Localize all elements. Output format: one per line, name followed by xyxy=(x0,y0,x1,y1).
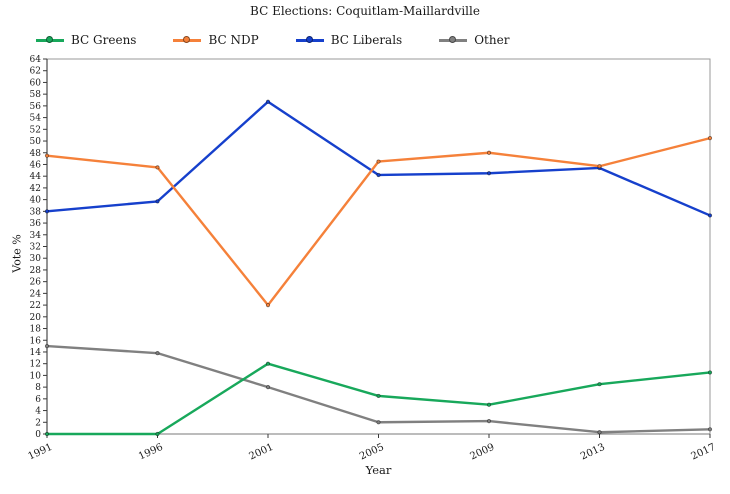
x-tick-label: 2005 xyxy=(358,442,386,463)
data-point-bc-liberals xyxy=(265,99,271,104)
data-point-bc-greens xyxy=(376,393,381,399)
data-point-other xyxy=(597,430,602,435)
data-point-other xyxy=(707,427,713,432)
y-tick-label: 40 xyxy=(30,196,42,206)
x-tick-label: 2013 xyxy=(579,442,607,463)
legend-label: BC Greens xyxy=(71,33,137,47)
data-point-bc-greens xyxy=(155,431,160,437)
y-tick-label: 10 xyxy=(30,371,42,381)
data-point-bc-ndp xyxy=(155,165,160,170)
y-tick-label: 38 xyxy=(30,207,42,217)
data-point-other xyxy=(376,420,381,425)
legend-dot-swatch xyxy=(305,35,313,43)
y-tick-label: 4 xyxy=(35,407,41,417)
legend-dot-swatch xyxy=(449,35,457,43)
y-tick-label: 18 xyxy=(30,325,42,335)
y-tick-label: 64 xyxy=(30,55,42,65)
y-tick-label: 46 xyxy=(30,160,42,170)
y-tick-label: 32 xyxy=(30,243,41,253)
y-tick-label: 12 xyxy=(30,360,41,370)
x-tick-label: 1996 xyxy=(137,442,165,463)
x-tick-label: 2001 xyxy=(248,442,276,463)
legend-item-bc-ndp: BC NDP xyxy=(173,33,259,47)
y-tick-label: 20 xyxy=(30,313,42,323)
legend-label: Other xyxy=(474,33,510,47)
y-tick-label: 26 xyxy=(30,278,42,288)
y-tick-label: 6 xyxy=(35,395,41,405)
y-tick-label: 50 xyxy=(30,137,42,147)
y-tick-label: 30 xyxy=(30,254,42,264)
y-tick-label: 36 xyxy=(30,219,42,229)
data-point-bc-greens xyxy=(486,402,492,407)
data-point-bc-greens xyxy=(44,431,50,437)
y-tick-label: 42 xyxy=(30,184,41,194)
legend-marker-icon xyxy=(36,35,64,45)
data-point-bc-ndp xyxy=(707,136,713,141)
data-point-other xyxy=(265,385,271,390)
y-tick-label: 22 xyxy=(30,301,41,311)
y-tick-label: 28 xyxy=(30,266,42,276)
y-tick-label: 48 xyxy=(30,149,42,159)
data-point-bc-ndp xyxy=(265,302,271,308)
plot-border xyxy=(46,58,711,435)
y-tick-label: 0 xyxy=(35,430,41,440)
chart-title: BC Elections: Coquitlam-Maillardville xyxy=(250,4,480,18)
x-tick-label: 2017 xyxy=(690,442,718,463)
data-point-bc-ndp xyxy=(44,153,50,158)
y-tick-label: 54 xyxy=(30,114,42,124)
data-point-bc-liberals xyxy=(707,213,713,218)
data-point-bc-greens xyxy=(707,370,713,375)
data-point-bc-liberals xyxy=(44,209,50,214)
legend-item-bc-liberals: BC Liberals xyxy=(295,33,403,47)
series-line-bc-liberals xyxy=(46,100,711,217)
legend: BC Greens BC NDP BC Liberals Other xyxy=(36,33,509,47)
y-tick-label: 34 xyxy=(30,231,42,241)
legend-label: BC NDP xyxy=(208,33,259,47)
data-point-bc-liberals xyxy=(376,172,381,178)
legend-item-other: Other xyxy=(439,33,509,47)
data-point-bc-liberals xyxy=(155,199,160,204)
series-line-other xyxy=(46,344,711,434)
y-tick-label: 8 xyxy=(35,383,41,393)
x-tick-label: 1991 xyxy=(27,442,55,463)
y-tick-label: 14 xyxy=(30,348,42,358)
legend-dot-swatch xyxy=(183,35,191,43)
legend-marker-icon xyxy=(295,35,324,45)
data-point-bc-greens xyxy=(597,382,602,387)
data-point-bc-ndp xyxy=(376,159,381,164)
data-point-bc-greens xyxy=(265,361,271,366)
legend-item-bc-greens: BC Greens xyxy=(36,33,136,47)
y-tick-label: 60 xyxy=(30,78,42,88)
data-point-bc-liberals xyxy=(486,171,492,176)
x-axis-label: Year xyxy=(365,463,392,477)
y-tick-label: 44 xyxy=(30,172,42,182)
y-tick-label: 2 xyxy=(35,418,41,428)
legend-marker-icon xyxy=(173,35,202,45)
data-point-other xyxy=(155,351,160,356)
data-point-bc-ndp xyxy=(486,150,492,155)
x-tick-label: 2009 xyxy=(469,442,497,463)
y-tick-label: 56 xyxy=(30,102,42,112)
y-tick-label: 24 xyxy=(30,289,42,299)
data-point-bc-ndp xyxy=(597,164,602,169)
data-point-other xyxy=(486,419,492,424)
data-point-other xyxy=(44,344,50,349)
y-tick-label: 16 xyxy=(30,336,42,346)
legend-dot-swatch xyxy=(46,35,53,43)
legend-label: BC Liberals xyxy=(330,33,403,47)
legend-marker-icon xyxy=(439,35,468,45)
y-tick-label: 58 xyxy=(30,90,42,100)
y-tick-label: 52 xyxy=(30,125,41,135)
y-axis-label: Vote % xyxy=(10,234,24,273)
y-tick-label: 62 xyxy=(30,67,41,77)
